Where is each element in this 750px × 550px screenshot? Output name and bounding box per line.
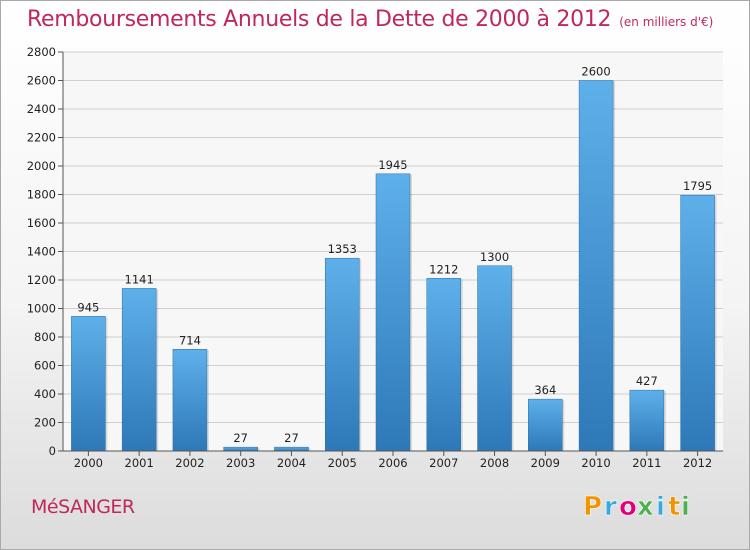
bar-value-label: 427 xyxy=(636,374,658,388)
x-tick-label: 2008 xyxy=(480,456,509,470)
bar-2011 xyxy=(629,389,665,452)
logo-letter: o xyxy=(619,492,637,522)
bar-value-label: 1945 xyxy=(378,158,407,172)
bar-2012 xyxy=(680,194,715,452)
bar-2007 xyxy=(426,278,462,452)
y-tick-label: 600 xyxy=(34,359,56,373)
bar-2010 xyxy=(578,80,614,452)
x-tick-label: 2010 xyxy=(581,456,610,470)
x-tick-label: 2011 xyxy=(632,456,661,470)
bar-value-label: 1141 xyxy=(125,272,154,286)
bar-2001 xyxy=(121,288,157,452)
bar-2003 xyxy=(223,446,258,452)
y-tick-label: 1400 xyxy=(27,245,56,259)
bar-value-label: 1353 xyxy=(328,242,357,256)
y-tick-label: 2200 xyxy=(27,131,56,145)
city-name: MéSANGER xyxy=(31,496,135,518)
x-tick-label: 2002 xyxy=(175,456,204,470)
bar-2000 xyxy=(71,316,106,452)
y-tick-label: 1000 xyxy=(27,302,56,316)
chart-title: Remboursements Annuels de la Dette de 20… xyxy=(27,7,612,32)
chart-unit: (en milliers d'€) xyxy=(619,15,714,29)
bar-value-label: 945 xyxy=(77,300,99,314)
bar-value-label: 1212 xyxy=(429,262,458,276)
logo-letter: x xyxy=(637,492,654,522)
x-tick-label: 2003 xyxy=(226,456,255,470)
x-tick-label: 2004 xyxy=(277,456,306,470)
x-tick-label: 2005 xyxy=(328,456,357,470)
logo-letter: i xyxy=(656,492,665,522)
y-tick-label: 200 xyxy=(34,416,56,430)
y-tick-label: 1200 xyxy=(27,273,56,287)
bar-value-label: 27 xyxy=(284,431,299,445)
title-line: Remboursements Annuels de la Dette de 20… xyxy=(27,7,713,32)
y-tick-label: 2800 xyxy=(27,45,56,59)
x-tick-label: 2012 xyxy=(683,456,712,470)
bar-value-label: 714 xyxy=(179,333,201,347)
y-tick-label: 800 xyxy=(34,330,56,344)
bar-2006 xyxy=(375,173,411,452)
y-tick-label: 400 xyxy=(34,387,56,401)
logo-letter: i xyxy=(681,492,690,522)
logo-letter: r xyxy=(604,492,617,522)
bar-2002 xyxy=(172,349,208,452)
logo-letter: t xyxy=(668,492,680,522)
bar-value-label: 364 xyxy=(534,383,556,397)
bar-2004 xyxy=(274,446,309,452)
x-tick-label: 2007 xyxy=(429,456,458,470)
x-tick-label: 2009 xyxy=(531,456,560,470)
x-tick-label: 2000 xyxy=(74,456,103,470)
bar-value-label: 1300 xyxy=(480,250,509,264)
bar-value-label: 2600 xyxy=(581,65,610,79)
x-tick-label: 2006 xyxy=(378,456,407,470)
y-tick-label: 2400 xyxy=(27,102,56,116)
bar-layer: 945 1141 714 27 27 1353 1945 1212 1300 364 2600 427… xyxy=(71,65,717,452)
bar-2009 xyxy=(528,398,563,452)
bar-2008 xyxy=(477,265,512,452)
bar-2005 xyxy=(324,257,360,452)
x-tick-label: 2001 xyxy=(125,456,154,470)
bar-value-label: 27 xyxy=(233,431,248,445)
axis-layer: 0 200 400 600 800 1000 1200 1400 1600 1800 2000 220… xyxy=(27,45,723,470)
y-tick-label: 1800 xyxy=(27,188,56,202)
logo-letter: P xyxy=(583,492,602,522)
y-tick-label: 0 xyxy=(49,444,56,458)
y-tick-label: 2600 xyxy=(27,74,56,88)
y-tick-label: 2000 xyxy=(27,159,56,173)
bar-value-label: 1795 xyxy=(683,179,712,193)
y-tick-label: 1600 xyxy=(27,216,56,230)
